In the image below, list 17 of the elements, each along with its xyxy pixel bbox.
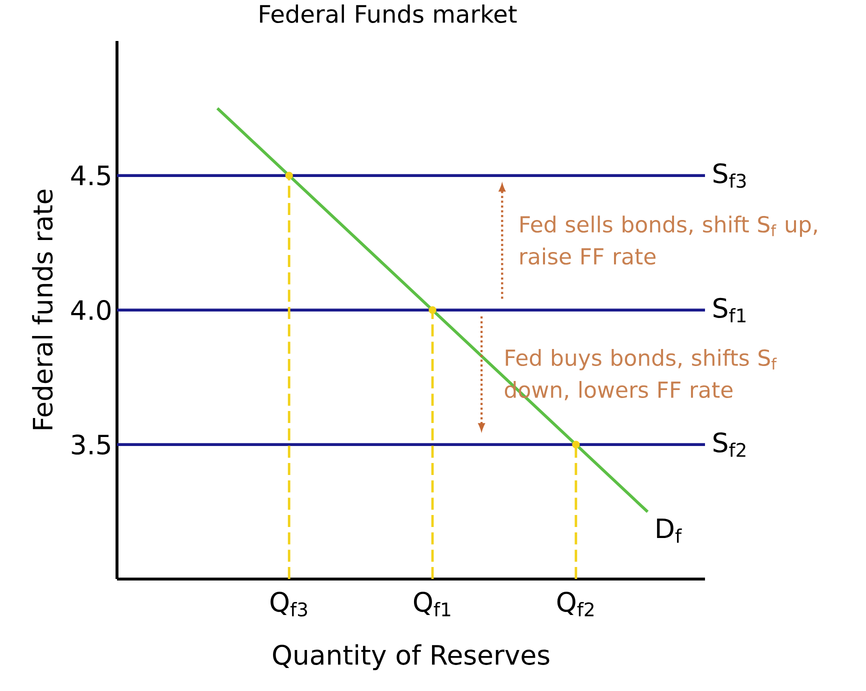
y-tick-label: 4.0 [71,300,111,320]
y-tick-label: 3.5 [72,434,110,455]
chart-title: Federal Funds market [260,4,517,23]
point [285,172,293,180]
x-tick-label: Q$_{f2}$ [557,592,594,616]
series-label: D$_{f}$ [657,518,682,543]
text: Fed sells bonds, shift S$_{f}$ up, raise FF rate [520,216,817,265]
ref-line-label: S$_{f2}$ [714,432,746,457]
point [572,440,580,448]
ref-line-label: S$_{f1}$ [714,298,746,322]
ref-line-label: S$_{f3}$ [714,163,746,188]
y-axis-title: Federal funds rate [32,190,53,430]
y-tick-label: 4.5 [71,166,110,186]
point [428,306,436,314]
x-tick-label: Q$_{f3}$ [270,592,307,616]
x-axis-title: Quantity of Reserves [273,644,550,670]
x-tick-label: Q$_{f1}$ [414,592,450,616]
